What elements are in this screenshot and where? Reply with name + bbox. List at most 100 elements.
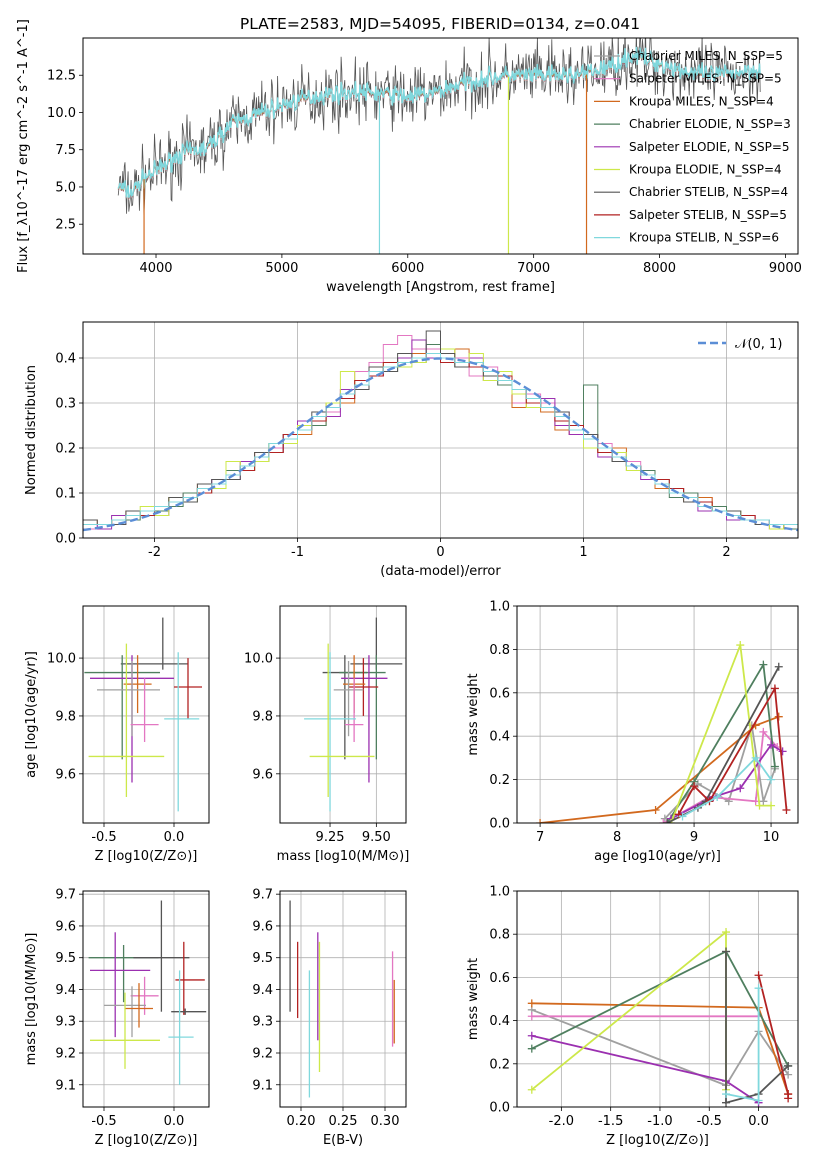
legend-entry: Kroupa STELIB, N_SSP=6 — [629, 231, 779, 245]
legend: Chabrier MILES, N_SSP=5 Salpeter MILES, N… — [594, 49, 791, 245]
weight-marker — [722, 928, 731, 937]
x-tick-label: 9.50 — [362, 830, 391, 845]
weight-marker — [527, 1012, 536, 1021]
errorbar-point — [130, 678, 159, 742]
charts-container: 4000 5000 6000 7000 8000 90002.55.07.510.012.… — [16, 19, 802, 1148]
y-tick-label: 0.3 — [55, 397, 76, 412]
panel-spectrum: 4000 5000 6000 7000 8000 9000 2.5 5.0 7.5 10.0 12.… — [16, 19, 802, 295]
errorbar-point — [84, 655, 160, 760]
x-axis-label: wavelength [Angstrom, rest frame] — [326, 280, 555, 295]
weight-marker — [722, 947, 731, 956]
y-tick-label: 9.6 — [252, 767, 273, 782]
x-tick-label: -0.5 — [91, 830, 116, 845]
x-tick-label: 0.20 — [287, 1114, 316, 1129]
panel-age-vs-mass: 9.25 9.50 9.6 9.8 10.0 mass [log10(M/M⊙)] — [244, 605, 409, 864]
figure-title: PLATE=2583, MJD=54095, FIBERID=0134, z=0… — [240, 15, 640, 33]
y-tick-label: 9.1 — [252, 1078, 273, 1093]
x-tick-label: 6000 — [391, 261, 424, 276]
y-tick-label: 5.0 — [55, 180, 76, 195]
weight-marker — [736, 784, 745, 793]
plot-area — [84, 617, 202, 812]
y-tick-label: 0.4 — [55, 352, 76, 367]
x-axis-label: Z [log10(Z/Z⊙)] — [606, 1133, 709, 1148]
axes: 4000 5000 6000 7000 8000 9000 2.5 5.0 7.5 10.0 12.… — [16, 19, 802, 295]
weight-marker — [767, 775, 776, 784]
y-tick-label: 0.8 — [489, 643, 510, 658]
axes: -0.5 0.0 9.1 9.2 9.3 9.4 9.5 9.6 9.7 Z [log10(Z/Z… — [24, 888, 210, 1148]
y-axis-label: Normed distribution — [24, 365, 39, 495]
errorbar-point — [164, 652, 200, 812]
y-tick-label: 9.3 — [55, 1015, 76, 1030]
y-tick-label: 9.6 — [55, 767, 76, 782]
y-tick-label: 1.0 — [489, 885, 510, 900]
y-tick-label: 12.5 — [47, 69, 76, 84]
errorbar-point — [168, 970, 194, 1085]
y-tick-label: 9.8 — [55, 709, 76, 724]
axes: 0.20 0.25 0.30 9.1 9.2 9.3 9.4 9.5 9.6 9.7 E(B-V) — [252, 888, 407, 1148]
normal-curve — [83, 357, 798, 532]
errorbar-point — [333, 660, 364, 737]
y-tick-label: 9.4 — [55, 983, 76, 998]
legend-entry: 𝒩(0, 1) — [735, 337, 782, 352]
y-axis-label: mass weight — [466, 958, 481, 1040]
weight-marker — [767, 801, 776, 810]
y-tick-label: 10.0 — [47, 106, 76, 121]
weight-marker — [754, 984, 763, 993]
plot-area — [304, 617, 403, 812]
axes: -0.5 0.0 9.6 9.8 10.0 Z [log10(Z/Z⊙)] age [log… — [24, 605, 210, 864]
errorbar-point — [344, 678, 364, 742]
weight-line-2 — [539, 715, 780, 823]
x-tick-label: -0.5 — [697, 1114, 722, 1129]
panel-residuals: -2 -1 0 1 2 0.0 0.1 0.2 0.3 0.4 (data-model)/error… — [24, 321, 799, 579]
y-tick-label: 0.2 — [55, 442, 76, 457]
weight-marker — [751, 753, 760, 762]
errorbar-point — [171, 1008, 207, 1015]
gridlines — [280, 891, 406, 1107]
x-tick-label: 9 — [690, 830, 698, 845]
errorbar-point — [309, 643, 375, 797]
weight-line-3 — [666, 661, 776, 823]
weight-marker — [736, 641, 745, 650]
y-axis-label: Flux [f_λ10^-17 erg cm^-2 s^-1 A^-1] — [16, 19, 31, 273]
y-tick-label: 9.4 — [252, 983, 273, 998]
x-tick-label: 8000 — [643, 261, 676, 276]
y-tick-label: 9.5 — [55, 951, 76, 966]
axes: 7 8 9 10 0.0 0.2 0.4 0.6 0.8 1.0 age [log10(age/yr… — [466, 600, 799, 864]
plot-area — [536, 641, 791, 823]
y-axis-label: mass [log10(M/M⊙)] — [24, 933, 39, 1066]
y-tick-label: 0.4 — [489, 730, 510, 745]
panel-mass-vs-Z: -0.5 0.0 9.1 9.2 9.3 9.4 9.5 9.6 9.7 Z [log10(Z/Z… — [24, 888, 210, 1148]
weight-marker — [759, 797, 768, 806]
panel-age-vs-Z: -0.5 0.0 9.6 9.8 10.0 Z [log10(Z/Z⊙)] age [log… — [24, 605, 210, 864]
weight-line-5 — [670, 644, 772, 823]
legend-entry: Salpeter STELIB, N_SSP=5 — [629, 208, 787, 222]
errorbar-point — [175, 941, 205, 1015]
axes: -2.0 -1.5 -1.0 -0.5 0.0 0.0 0.2 0.4 0.6 0.8 1.0 Z [… — [466, 885, 799, 1148]
y-tick-label: 0.0 — [489, 1101, 510, 1116]
x-tick-label: -1.0 — [647, 1114, 672, 1129]
x-tick-label: -1 — [291, 545, 304, 560]
gridlines — [83, 891, 209, 1107]
axes-frame — [279, 605, 407, 824]
weight-marker — [759, 727, 768, 736]
errorbar-point — [88, 643, 165, 797]
y-tick-label: 9.6 — [55, 919, 76, 934]
x-tick-label: 0.0 — [748, 1114, 769, 1129]
legend-entry: Salpeter MILES, N_SSP=5 — [629, 72, 782, 86]
weight-marker — [784, 1070, 793, 1079]
y-tick-label: 9.2 — [55, 1047, 76, 1062]
y-tick-label: 9.5 — [252, 951, 273, 966]
y-tick-label: 9.8 — [252, 709, 273, 724]
weight-marker — [659, 819, 668, 823]
y-tick-label: 9.2 — [252, 1047, 273, 1062]
weight-marker — [527, 1031, 536, 1040]
x-axis-label: Z [log10(Z/Z⊙)] — [95, 849, 198, 864]
x-tick-label: -0.5 — [91, 1114, 116, 1129]
plot-area — [88, 900, 207, 1085]
errorbar-point — [90, 932, 151, 1038]
errorbar-point — [133, 900, 190, 1012]
x-tick-label: 10 — [763, 830, 780, 845]
y-tick-label: 0.8 — [489, 928, 510, 943]
